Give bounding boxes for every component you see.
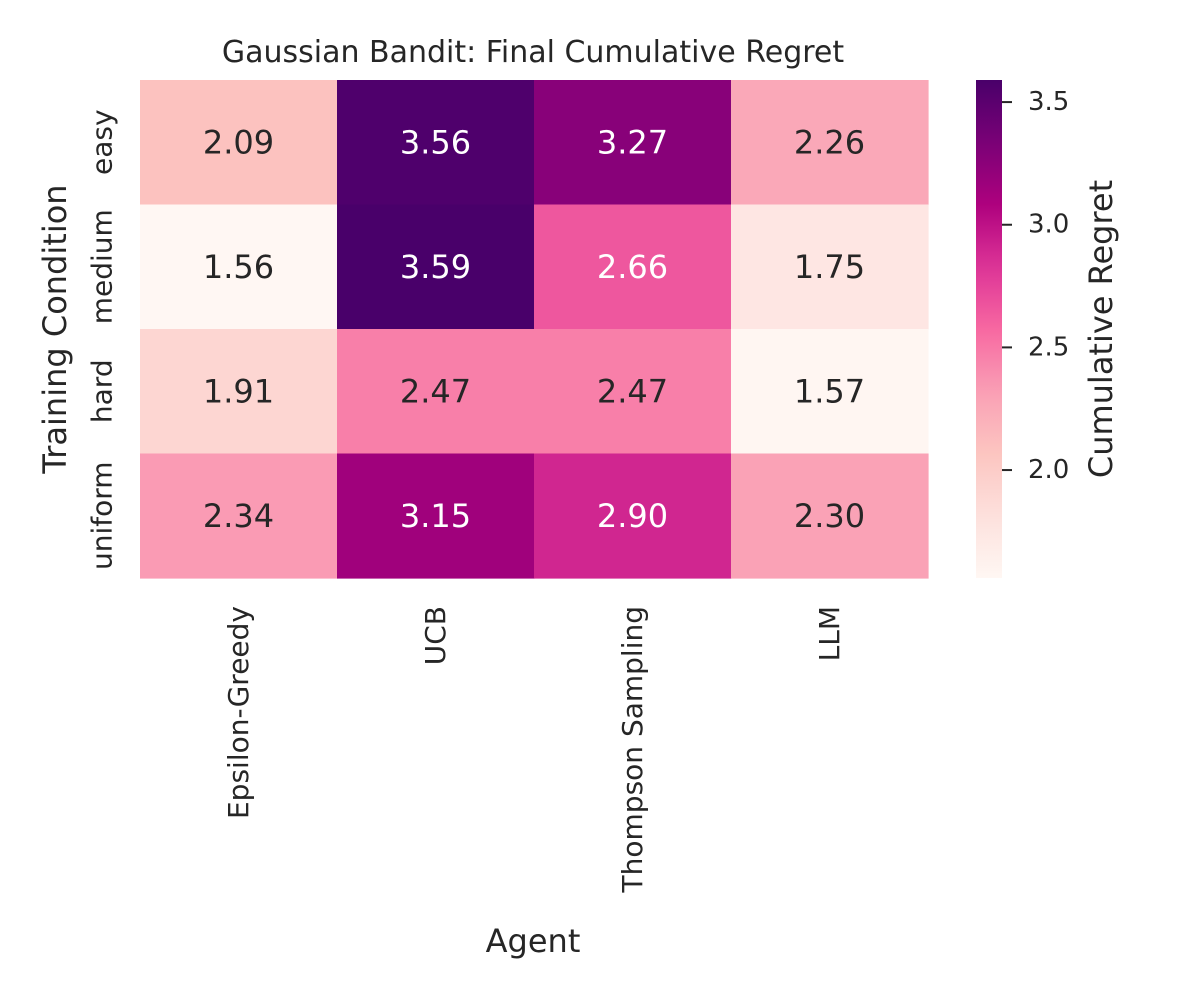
y-axis-label: Training Condition [36, 184, 74, 474]
y-tick-label: medium [86, 209, 119, 324]
cell-value-label: 3.59 [400, 248, 471, 286]
heatmap-cell [337, 453, 535, 579]
cell-value-label: 1.75 [794, 248, 865, 286]
x-tick-label: UCB [419, 606, 452, 665]
chart-title: Gaussian Bandit: Final Cumulative Regret [222, 35, 845, 70]
colorbar [976, 80, 1002, 578]
heatmap-cell [731, 204, 929, 330]
colorbar-tick-label: 2.5 [1028, 332, 1069, 362]
heatmap-cell [140, 80, 338, 206]
cell-value-label: 2.34 [203, 497, 274, 535]
heatmap-cell [534, 204, 732, 330]
cell-value-label: 1.56 [203, 248, 274, 286]
cell-value-label: 2.47 [597, 372, 668, 410]
cell-value-label: 3.27 [597, 123, 668, 161]
y-tick-label: easy [86, 109, 119, 175]
heatmap-cell [140, 453, 338, 579]
colorbar-tick-label: 3.0 [1028, 210, 1069, 240]
x-tick-label: LLM [813, 606, 846, 661]
colorbar-label: Cumulative Regret [1082, 180, 1120, 478]
colorbar-tick-label: 3.5 [1028, 87, 1069, 117]
heatmap-cells [140, 80, 929, 579]
cell-value-label: 3.15 [400, 497, 471, 535]
cell-value-label: 3.56 [400, 123, 471, 161]
heatmap-cell [731, 453, 929, 579]
heatmap-cell-labels: 2.09 3.56 3.27 2.26 1.56 3.59 2.66 1.75 1.91 2.47… [203, 123, 865, 535]
colorbar-tick-label: 2.0 [1028, 455, 1069, 485]
cell-value-label: 2.47 [400, 372, 471, 410]
x-tick-label: Epsilon-Greedy [222, 606, 255, 819]
heatmap-cell [534, 453, 732, 579]
y-axis-ticks: easy medium hard uniform [86, 109, 119, 570]
x-axis-ticks: Epsilon-Greedy UCB Thompson Sampling LLM [222, 606, 846, 893]
cell-value-label: 2.66 [597, 248, 668, 286]
cell-value-label: 2.26 [794, 123, 865, 161]
cell-value-label: 1.91 [203, 372, 274, 410]
heatmap-cell [140, 204, 338, 330]
y-tick-label: uniform [86, 461, 119, 570]
cell-value-label: 1.57 [794, 372, 865, 410]
heatmap-cell [337, 80, 535, 206]
cell-value-label: 2.09 [203, 123, 274, 161]
heatmap-cell [534, 80, 732, 206]
heatmap-cell [731, 329, 929, 455]
x-axis-label: Agent [486, 922, 581, 960]
heatmap-cell [731, 80, 929, 206]
heatmap-cell [337, 329, 535, 455]
cell-value-label: 2.30 [794, 497, 865, 535]
heatmap-cell [337, 204, 535, 330]
heatmap-cell [140, 329, 338, 455]
heatmap-cell [534, 329, 732, 455]
colorbar-ticks: 2.0 2.5 3.0 3.5 [1002, 87, 1069, 485]
y-tick-label: hard [86, 359, 119, 423]
cell-value-label: 2.90 [597, 497, 668, 535]
x-tick-label: Thompson Sampling [616, 606, 649, 893]
